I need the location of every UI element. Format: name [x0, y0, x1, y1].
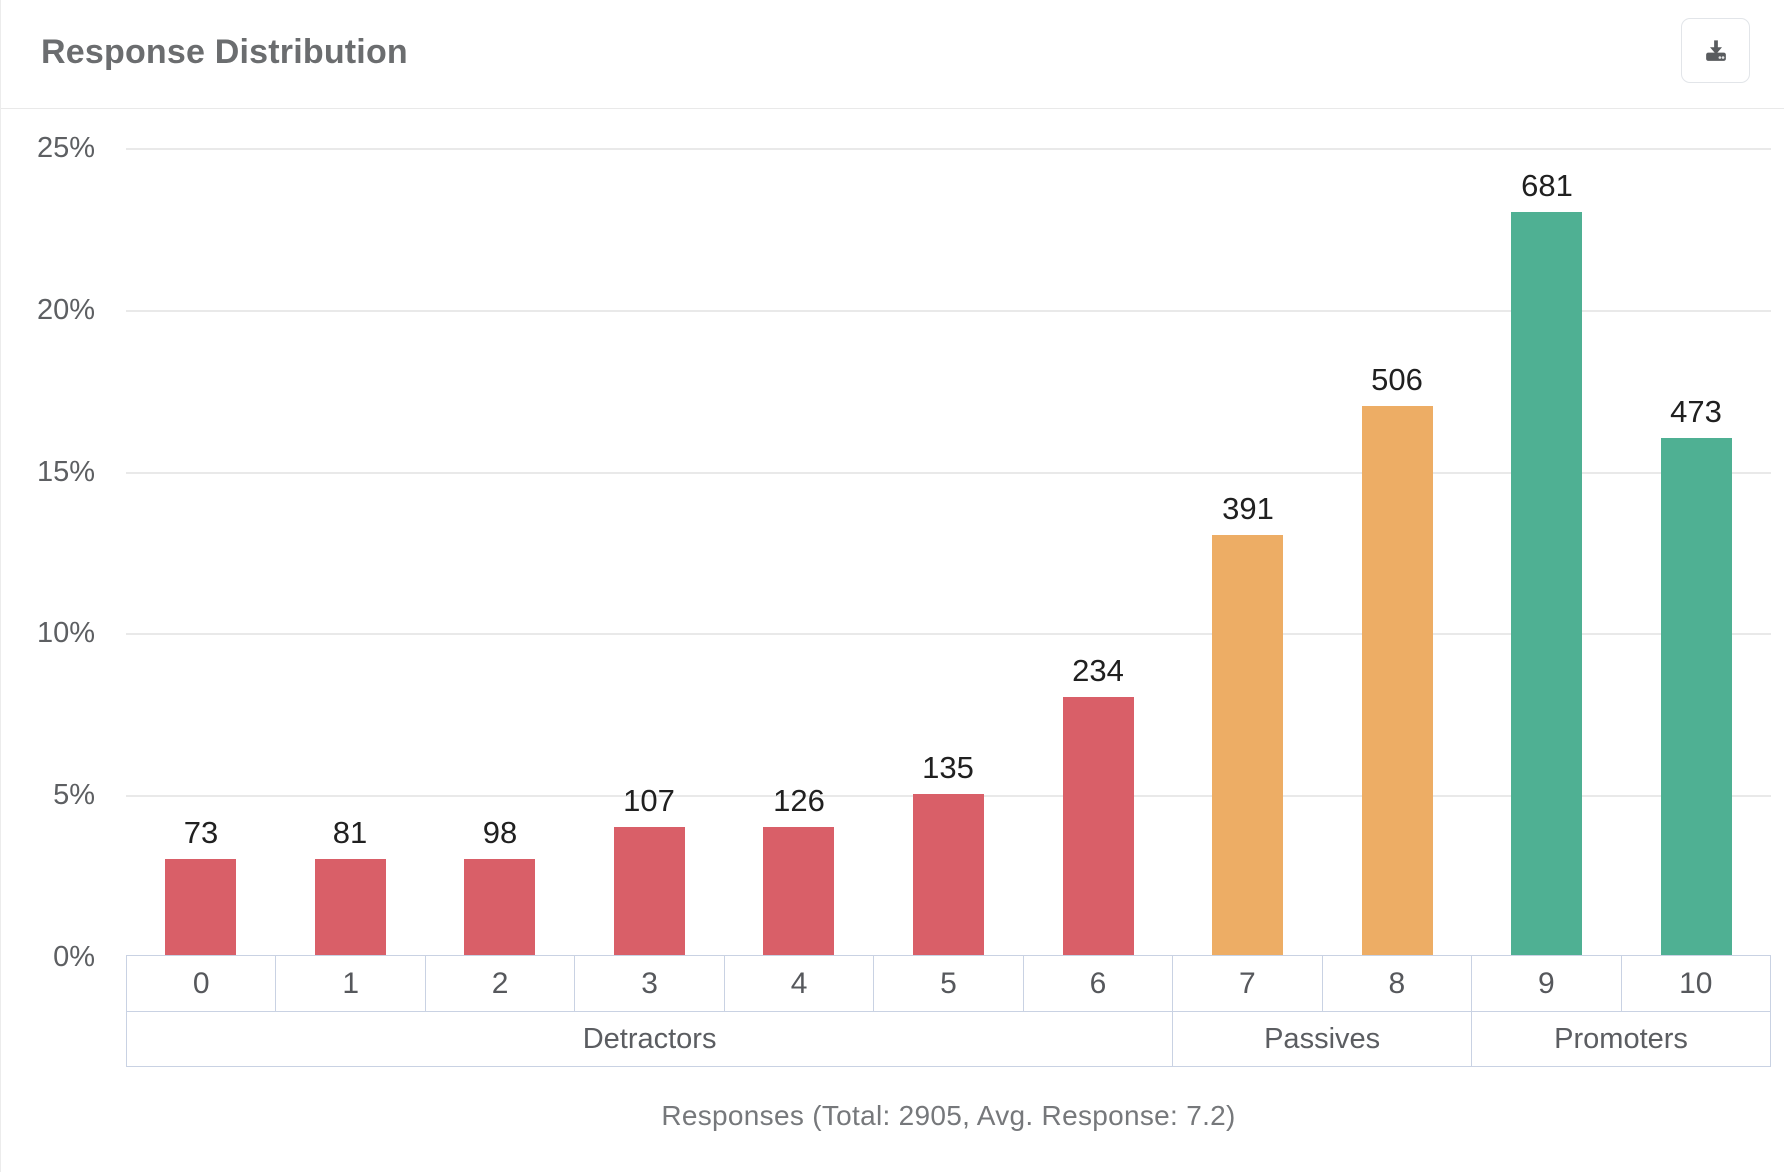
y-axis-tick-label: 25%	[36, 132, 95, 164]
header-divider	[1, 108, 1784, 109]
x-axis-label-6: 6	[1022, 955, 1174, 1012]
x-axis-label-8: 8	[1321, 955, 1473, 1012]
y-axis-tick-label: 15%	[36, 456, 95, 488]
bar-score-8[interactable]	[1362, 406, 1433, 956]
download-button[interactable]	[1681, 18, 1750, 83]
x-axis-label-9: 9	[1471, 955, 1622, 1012]
bar-score-10[interactable]	[1661, 438, 1732, 956]
x-axis-label-2: 2	[424, 955, 576, 1012]
gridline-20pct	[126, 310, 1771, 312]
group-label-detractors: Detractors	[125, 1011, 1174, 1067]
group-label-promoters: Promoters	[1471, 1011, 1771, 1067]
bar-value-label-score-10: 473	[1670, 394, 1722, 429]
bar-value-label-score-7: 391	[1222, 491, 1274, 526]
y-axis-tick-label: 10%	[36, 617, 95, 649]
bar-score-9[interactable]	[1511, 212, 1582, 956]
bar-score-0[interactable]	[165, 859, 236, 956]
x-axis-label-4: 4	[723, 955, 875, 1012]
x-axis-label-1: 1	[275, 955, 426, 1012]
x-axis-label-3: 3	[574, 955, 725, 1012]
bar-value-label-score-3: 107	[623, 783, 675, 818]
download-icon	[1700, 35, 1732, 67]
x-axis-label-5: 5	[873, 955, 1024, 1012]
gridline-15pct	[126, 472, 1771, 474]
bar-value-label-score-2: 98	[482, 815, 518, 850]
chart-caption: Responses (Total: 2905, Avg. Response: 7…	[661, 1100, 1236, 1131]
gridline-10pct	[126, 633, 1771, 635]
gridline-25pct	[126, 148, 1771, 150]
y-axis-tick-label: 5%	[53, 779, 95, 811]
bar-score-1[interactable]	[315, 859, 386, 956]
x-axis-label-0: 0	[125, 955, 277, 1012]
bar-score-3[interactable]	[614, 827, 685, 956]
bar-value-label-score-5: 135	[922, 750, 974, 785]
y-axis-tick-label: 20%	[36, 294, 95, 326]
bar-value-label-score-8: 506	[1371, 362, 1423, 397]
bar-score-6[interactable]	[1063, 697, 1134, 956]
y-axis-tick-label: 0%	[53, 941, 95, 973]
bar-score-4[interactable]	[763, 827, 834, 956]
group-label-passives: Passives	[1172, 1011, 1473, 1067]
bar-value-label-score-9: 681	[1521, 168, 1573, 203]
card-header: Response Distribution	[1, 0, 1784, 109]
bar-value-label-score-6: 234	[1072, 653, 1124, 688]
bar-score-2[interactable]	[464, 859, 535, 956]
bar-score-7[interactable]	[1212, 535, 1283, 956]
x-axis-label-7: 7	[1172, 955, 1323, 1012]
x-axis-table: 0 1 2 3 4 5 6 7 8 9 10 Detractors Passives Promoters	[125, 955, 1772, 1067]
bar-score-5[interactable]	[913, 794, 984, 956]
bar-value-label-score-1: 81	[332, 815, 368, 850]
x-axis-label-10: 10	[1620, 955, 1772, 1012]
bar-value-label-score-0: 73	[183, 815, 219, 850]
bar-value-label-score-4: 126	[773, 783, 825, 818]
card-title: Response Distribution	[41, 33, 408, 71]
